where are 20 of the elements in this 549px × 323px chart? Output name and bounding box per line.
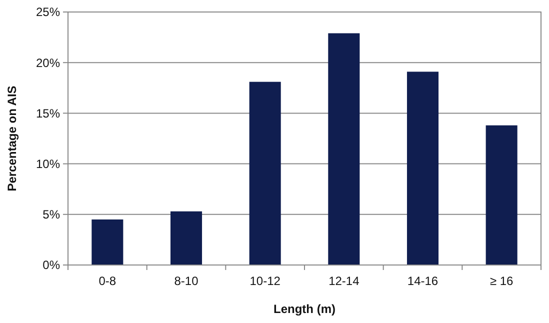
x-tick-label: ≥ 16 <box>490 274 514 288</box>
y-tick-label: 15% <box>36 106 60 120</box>
bar <box>406 72 439 265</box>
bar <box>92 219 124 265</box>
bar <box>328 33 360 265</box>
y-tick-label: 5% <box>42 208 60 222</box>
y-tick-label: 25% <box>36 5 60 20</box>
x-tick-label: 10-12 <box>250 274 281 288</box>
bar <box>170 211 202 265</box>
x-tick-label: 14-16 <box>407 274 438 288</box>
x-tick-label: 12-14 <box>328 274 360 288</box>
x-tick-label: 8-10 <box>174 274 199 288</box>
y-tick-label: 10% <box>36 157 60 171</box>
bar <box>249 82 281 265</box>
y-tick-label: 20% <box>36 56 60 70</box>
x-tick-label: 0-8 <box>98 274 116 288</box>
y-tick-label: 0% <box>42 258 60 272</box>
bar <box>486 125 518 265</box>
y-axis-title: Percentage on AIS <box>5 86 19 192</box>
x-axis-title: Length (m) <box>274 302 336 316</box>
